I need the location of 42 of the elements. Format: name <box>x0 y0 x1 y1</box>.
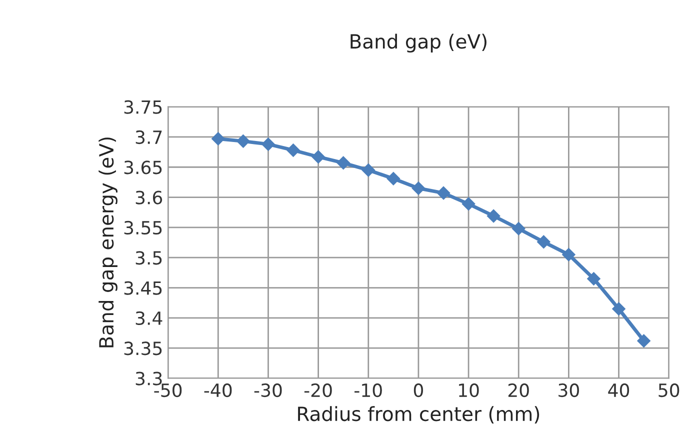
point <box>362 164 375 177</box>
x-tick-label: 20 <box>508 383 529 398</box>
y-tick-label: 3.45 <box>124 281 162 295</box>
y-tick-label: 3.7 <box>136 130 162 144</box>
x-tick-label: -30 <box>254 383 282 398</box>
point <box>612 302 626 316</box>
y-tick-label: 3.4 <box>136 311 162 326</box>
point <box>312 150 325 164</box>
point <box>412 182 426 195</box>
x-tick-label: 50 <box>658 383 680 398</box>
y-tick-label: 3.3 <box>136 372 162 386</box>
point <box>587 272 600 286</box>
point <box>436 186 450 200</box>
point <box>562 248 576 262</box>
x-tick-label: 30 <box>558 383 579 398</box>
point <box>212 132 225 146</box>
point <box>336 156 350 170</box>
y-tick-label: 3.55 <box>124 220 162 235</box>
y-tick-label: 3.6 <box>136 190 162 204</box>
point <box>462 197 476 211</box>
point <box>537 235 550 249</box>
y-tick-label: 3.35 <box>124 342 162 356</box>
y-tick-label: 3.75 <box>124 100 162 114</box>
x-tick-label: -50 <box>154 383 182 398</box>
x-tick-label: -10 <box>354 383 382 398</box>
x-tick-label: -40 <box>204 383 232 398</box>
x-tick-label: 10 <box>459 383 479 398</box>
y-tick-label: 3.5 <box>136 251 162 265</box>
point <box>262 138 275 151</box>
point <box>236 134 250 148</box>
x-tick-label: -20 <box>304 383 332 398</box>
point <box>486 209 500 223</box>
point <box>286 144 300 157</box>
point <box>386 172 400 186</box>
x-axis-title: Radius from center (mm) <box>298 406 540 424</box>
x-tick-label: 40 <box>608 383 630 398</box>
chart-title: Band gap (eV) <box>350 34 486 53</box>
point <box>637 334 650 348</box>
y-tick-label: 3.65 <box>124 160 162 174</box>
x-tick-label: 0 <box>414 383 424 398</box>
point <box>512 222 526 236</box>
y-axis-title: Band gap energy (eV) <box>98 138 118 348</box>
